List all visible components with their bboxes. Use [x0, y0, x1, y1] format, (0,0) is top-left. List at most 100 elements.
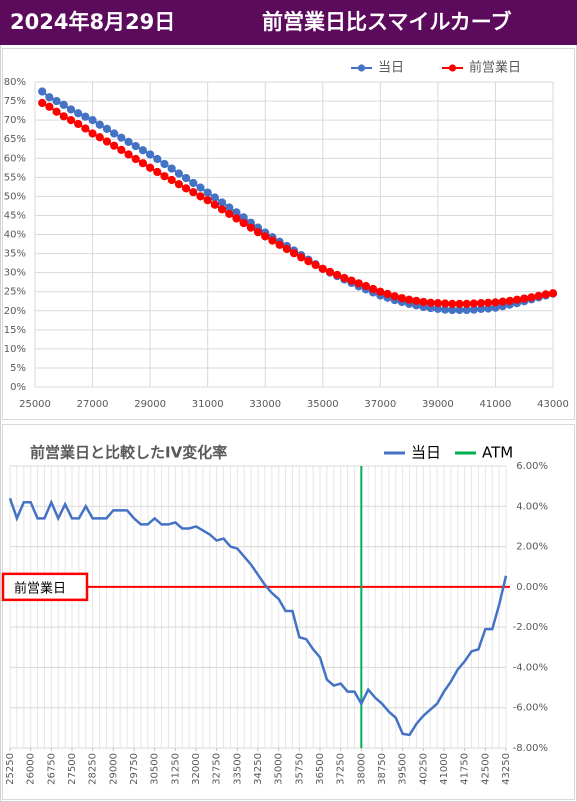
x-tick-label: 37000: [364, 399, 396, 410]
data-point: [225, 209, 234, 219]
x-tick-label: 38000: [356, 753, 367, 785]
x-tick-label: 26000: [26, 753, 37, 785]
legend-label: 当日: [378, 61, 404, 76]
data-point: [311, 260, 320, 270]
x-tick-label: 28250: [88, 753, 99, 785]
x-tick-label: 32750: [212, 753, 223, 785]
data-point: [297, 253, 306, 262]
data-point: [52, 107, 61, 116]
x-tick-label: 41000: [480, 399, 512, 410]
data-point: [541, 290, 550, 299]
data-point: [361, 281, 371, 291]
x-tick-label: 39500: [398, 753, 409, 785]
x-tick-label: 31250: [170, 753, 181, 785]
header-date: 2024年8月29日: [10, 10, 175, 34]
data-point: [369, 284, 378, 294]
x-tick-label: 38750: [377, 753, 388, 785]
data-point: [397, 294, 407, 303]
x-tick-label: 41750: [460, 753, 471, 785]
data-point: [95, 120, 104, 129]
data-point: [74, 119, 83, 129]
data-point: [448, 299, 457, 308]
x-tick-label: 33500: [232, 753, 243, 785]
data-point: [484, 298, 493, 307]
data-point: [138, 159, 148, 168]
data-point: [45, 102, 54, 111]
data-point: [124, 150, 133, 159]
data-point: [476, 299, 486, 308]
y-tick-label: 15%: [4, 325, 26, 336]
y-tick-label: 75%: [4, 96, 26, 107]
x-tick-label: 26750: [46, 753, 57, 785]
data-point: [455, 299, 464, 308]
reference-label-box: [1, 572, 89, 602]
data-point: [217, 198, 227, 207]
data-point: [203, 196, 212, 205]
x-tick-label: 29000: [108, 753, 119, 785]
data-point: [469, 299, 478, 308]
data-point: [440, 299, 450, 308]
data-point: [160, 159, 169, 169]
data-point: [153, 154, 162, 164]
data-point: [66, 116, 76, 125]
x-tick-label: 33000: [249, 399, 281, 410]
legend-label: ATM: [482, 444, 513, 462]
data-point: [45, 93, 54, 102]
y-tick-label: 45%: [4, 210, 26, 221]
data-point: [210, 193, 219, 202]
data-point: [117, 133, 126, 142]
data-point: [426, 298, 435, 307]
data-point: [66, 105, 76, 114]
data-point: [268, 236, 277, 245]
data-point: [498, 297, 507, 306]
reference-label: 前営業日: [14, 580, 66, 596]
x-tick-label: 43250: [501, 753, 512, 785]
data-point: [304, 257, 313, 266]
chart-frame: [2, 48, 575, 420]
legend-marker: [357, 64, 366, 72]
y-tick-label: -4.00%: [513, 662, 548, 673]
x-tick-label: 36500: [315, 753, 326, 785]
data-point: [160, 172, 169, 181]
data-point: [174, 169, 183, 178]
data-point: [405, 295, 414, 304]
data-point: [354, 279, 363, 288]
y-tick-label: 35%: [4, 249, 26, 260]
data-point: [131, 154, 140, 164]
y-tick-label: 70%: [4, 115, 26, 126]
data-point: [124, 137, 133, 146]
data-point: [110, 129, 119, 138]
data-point: [376, 287, 385, 296]
y-tick-label: 0.00%: [516, 582, 548, 593]
x-tick-label: 40250: [418, 753, 429, 785]
data-point: [181, 184, 191, 193]
x-tick-label: 27000: [77, 399, 109, 410]
data-point: [253, 228, 263, 237]
data-point: [138, 146, 148, 155]
data-point: [189, 188, 198, 197]
data-point: [196, 183, 205, 192]
data-point: [167, 175, 176, 185]
data-point: [462, 299, 471, 308]
data-point: [232, 214, 241, 223]
data-point: [419, 297, 428, 307]
y-tick-label: 20%: [4, 306, 26, 317]
data-point: [181, 173, 191, 183]
data-point: [246, 223, 255, 232]
data-point: [174, 180, 183, 189]
x-tick-label: 30500: [150, 753, 161, 785]
data-point: [167, 164, 176, 173]
data-point: [146, 150, 155, 159]
data-point: [102, 137, 112, 146]
x-tick-label: 27500: [67, 753, 78, 785]
data-point: [59, 112, 68, 121]
y-tick-label: 6.00%: [516, 461, 548, 472]
legend-marker: [448, 64, 457, 72]
y-tick-label: 2.00%: [516, 542, 548, 553]
data-point: [88, 129, 97, 138]
legend-label: 前営業日: [469, 60, 521, 76]
data-point: [548, 289, 558, 298]
x-tick-label: 43000: [537, 399, 569, 410]
